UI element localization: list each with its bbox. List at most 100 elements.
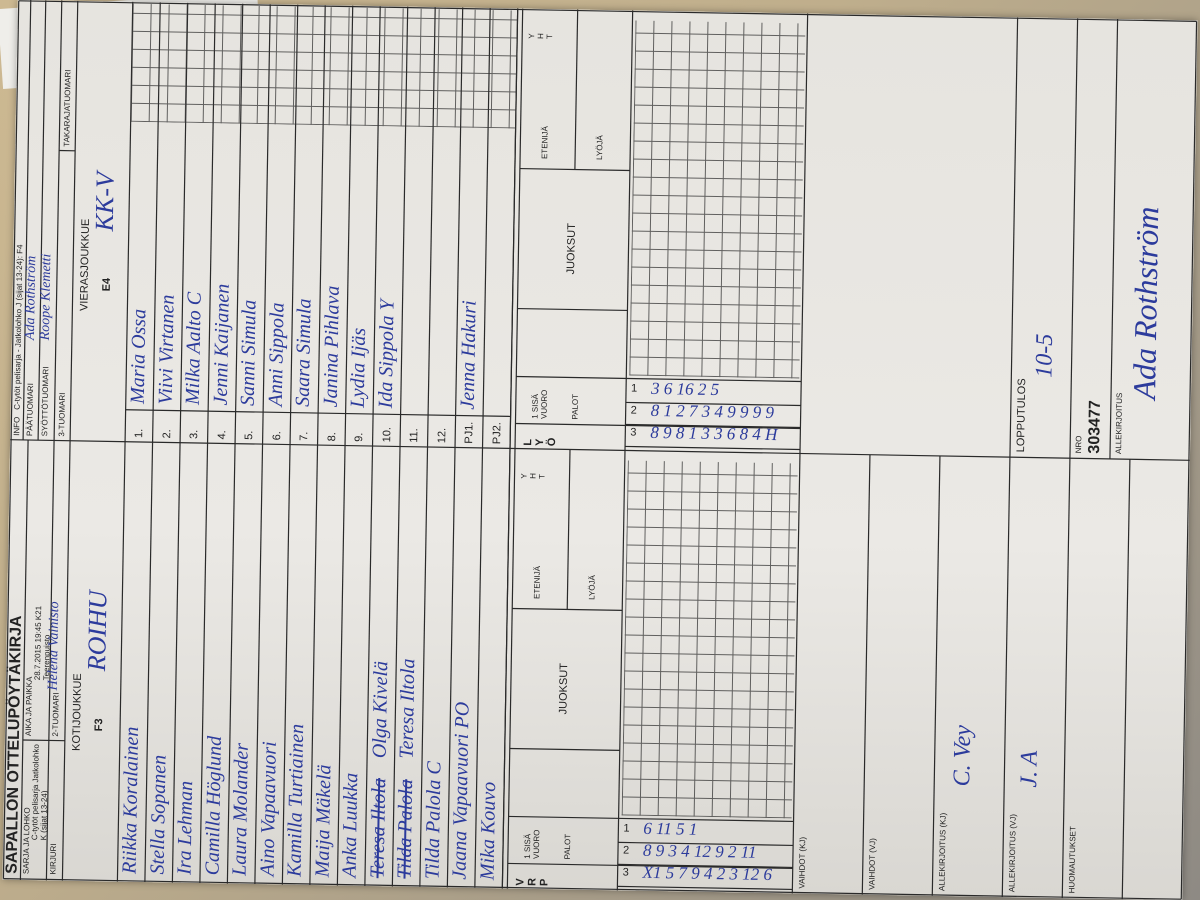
inning-runs: 8 9 8 1 3 3 6 8 4 H — [650, 422, 778, 445]
inning-number: 3 — [622, 866, 629, 879]
player-name: Teresa Iltola — [395, 658, 420, 759]
form-line — [254, 444, 264, 885]
inning-runs: X1 5 7 9 4 2 3 12 6 — [642, 862, 773, 885]
series: C-tytöt pelisarja Jatkolohko K (sijat 13… — [30, 744, 49, 841]
player-name: Ida Sippola Y — [374, 299, 399, 409]
form-line — [616, 10, 634, 891]
form-line — [419, 446, 429, 887]
inning-number: 3 — [630, 426, 637, 439]
remarks-label: HUOMAUTUKSET — [1067, 826, 1078, 894]
head-umpire-label: PÄÄTUOMARI — [25, 383, 36, 437]
form-line — [1121, 459, 1131, 900]
form-line — [53, 0, 63, 441]
team-code: F3 — [93, 718, 106, 732]
form-line — [625, 445, 801, 451]
form-line — [61, 0, 79, 881]
home-subs-label: VAIHDOT (KJ) — [797, 836, 808, 889]
player-name: Tilda Palola C — [420, 761, 446, 880]
row-label: 5. — [243, 430, 256, 440]
pitch-umpire-label: SYÖTTÖTUOMARI — [40, 366, 51, 437]
away-signature: J. A — [1016, 750, 1043, 788]
signature: Ada Rothström — [1125, 206, 1166, 400]
runs-grid — [621, 460, 798, 819]
team-code: E4 — [100, 277, 113, 292]
player-name: Jenna Hakuri — [456, 300, 481, 410]
form-line — [474, 447, 484, 888]
form-line — [199, 443, 209, 884]
time-place-label: AIKA JA PAIKKA — [23, 676, 34, 737]
side-label: L Y Ö — [522, 437, 559, 447]
form-line — [1109, 18, 1119, 459]
form-line — [37, 0, 47, 441]
runs-label: JUOKSUT — [565, 223, 578, 275]
away-sign-label: ALLEKIRJOITUS (VJ) — [1007, 813, 1018, 893]
player-name: Olga Kivelä — [368, 660, 392, 759]
result-label: LOPPUTULOS — [1015, 378, 1029, 453]
form-line — [617, 885, 793, 891]
form-line — [226, 443, 236, 884]
player-name: Aino Vapaavuori — [256, 741, 281, 877]
row-label: 12. — [435, 427, 448, 444]
inning-number: 2 — [630, 404, 637, 417]
advancer-label: ETENIJÄ — [532, 565, 542, 599]
row-label: PJ2. — [490, 422, 503, 445]
player-name: Milka Aalto C — [181, 291, 206, 406]
total-label: Y H T — [527, 33, 555, 40]
form-line — [512, 607, 623, 612]
outs-label: PALOT — [570, 393, 580, 420]
home-signature: C. Vey — [949, 724, 977, 787]
form-line — [501, 448, 511, 889]
crossed-name: Tilda Palola — [393, 779, 418, 879]
form-line — [19, 440, 29, 880]
team-name: KK-V — [89, 171, 120, 232]
away-subs-label: VAIHDOT (VJ) — [867, 838, 878, 890]
form-line — [364, 446, 374, 886]
umpire3-label: 3-TUOMARI — [57, 392, 67, 437]
total-label: Y H T — [519, 472, 547, 480]
number: 303477 — [1086, 400, 1104, 454]
form-line — [574, 9, 579, 170]
player-name: Janina Pihlava — [319, 285, 344, 408]
inning-label: 1 SISÄ VUORO — [522, 829, 542, 860]
player-name: Stella Sopanen — [146, 754, 171, 875]
umpire2-label: 2-TUOMARI — [50, 692, 61, 737]
outs-label: PALOT — [562, 833, 573, 860]
inning-label: 1 SISÄ VUORO — [530, 389, 550, 420]
player-name: Laura Molander — [228, 742, 253, 876]
form-line — [617, 863, 793, 869]
form-line — [3, 878, 1182, 900]
player-name: Maria Ossa — [126, 308, 151, 405]
row-label: 8. — [325, 432, 338, 442]
form-line — [116, 1, 134, 882]
number-label: NRO — [1074, 435, 1084, 454]
form-line — [515, 422, 801, 430]
form-line — [625, 423, 801, 429]
side-label: V R P — [514, 877, 551, 887]
umpire2: Helena Vainisto — [45, 601, 63, 691]
team-name: ROIHU — [82, 590, 113, 672]
player-name: Lydia Ijäs — [346, 327, 371, 408]
row-label: 11. — [408, 428, 421, 443]
form-line — [309, 445, 319, 886]
form-line — [625, 401, 801, 407]
crossed-name: Teresa Iltola — [365, 777, 390, 879]
signature-label: ALLEKIRJOITUS — [1114, 392, 1125, 455]
row-label: 10. — [380, 426, 393, 443]
form-line — [446, 447, 456, 888]
player-name: Ira Lehman — [173, 780, 198, 876]
form-line — [10, 439, 1190, 461]
form-line — [566, 449, 571, 610]
player-name: Riikka Koralainen — [118, 726, 144, 875]
form-line — [931, 455, 941, 896]
player-name: Anni Sippola — [264, 302, 289, 407]
team-label: VIERASJOUKKUE — [78, 218, 92, 312]
player-name: Maija Mäkelä — [311, 764, 335, 878]
form-line — [171, 442, 181, 883]
player-name: Viivi Virtanen — [154, 294, 179, 405]
row-label: 3. — [188, 429, 201, 440]
form-line — [22, 0, 32, 440]
inning-number: 1 — [623, 822, 630, 835]
info-label: INFO — [12, 416, 22, 436]
result: 10-5 — [1031, 333, 1059, 378]
